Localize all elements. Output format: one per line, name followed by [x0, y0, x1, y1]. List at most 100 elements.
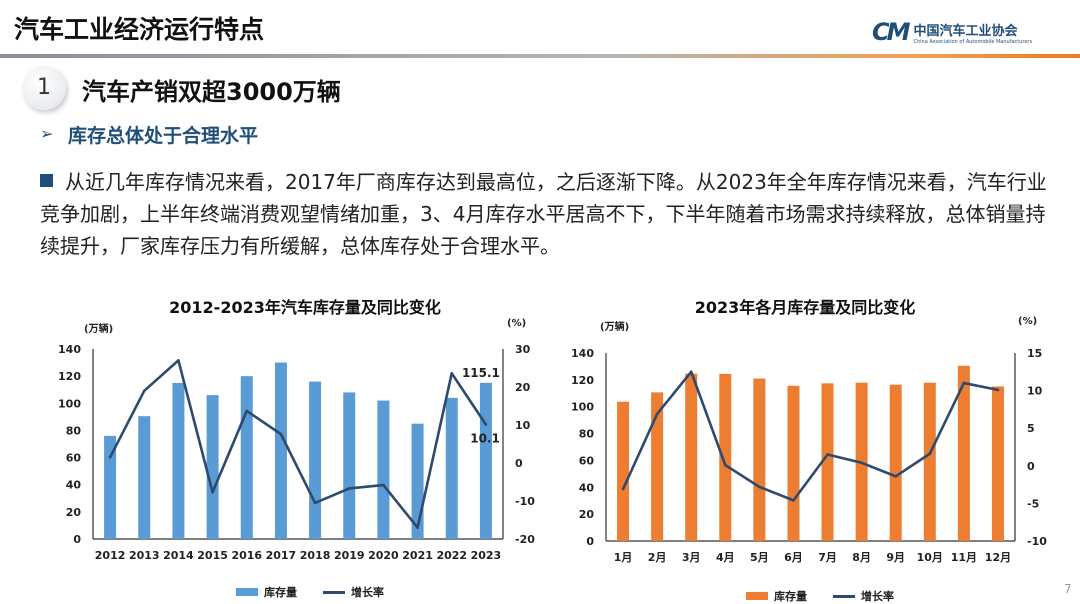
legend-label: 库存量 — [774, 590, 807, 603]
x-tick-label: 7月 — [818, 551, 837, 564]
x-tick-label: 2月 — [648, 551, 667, 564]
bar — [821, 383, 834, 541]
left-tick-label: 120 — [571, 374, 594, 387]
legend-line-swatch — [833, 594, 855, 598]
bar — [719, 373, 732, 541]
square-bullet-icon — [40, 174, 53, 187]
growth-rate-line — [621, 370, 999, 502]
data-label: 115.1 — [462, 366, 500, 380]
paragraph-text: 从近几年库存情况来看，2017年厂商库存达到最高位，之后逐渐下降。从2023年全… — [40, 170, 1047, 258]
left-tick-label: 120 — [58, 370, 81, 383]
line-point — [962, 381, 966, 385]
line-point — [382, 483, 385, 487]
x-tick-label: 2022 — [436, 549, 467, 562]
legend-label: 增长率 — [351, 586, 384, 599]
line-point — [450, 372, 454, 375]
bar — [104, 435, 117, 539]
x-tick-label: 4月 — [716, 551, 735, 564]
right-tick-label: 5 — [1027, 422, 1035, 435]
right-tick-label: -20 — [515, 533, 535, 546]
right-tick-label: 15 — [1027, 347, 1042, 360]
x-tick-label: 2016 — [231, 549, 262, 562]
line-point — [723, 463, 727, 467]
x-tick-label: 3月 — [682, 551, 701, 564]
right-tick-label: -10 — [515, 495, 535, 508]
bar — [787, 385, 800, 541]
subsection-title: 库存总体处于合理水平 — [68, 125, 259, 147]
x-tick-label: 12月 — [985, 551, 1011, 564]
x-tick-label: 1月 — [614, 551, 633, 564]
left-tick-label: 40 — [579, 481, 595, 494]
arrow-bullet-icon: ➢ — [40, 124, 54, 143]
logo-mark-icon: CM — [872, 18, 910, 46]
x-tick-label: 8月 — [852, 551, 871, 564]
line-point — [826, 453, 829, 456]
legend-bar-swatch — [236, 588, 258, 596]
bar — [889, 384, 902, 541]
left-tick-label: 140 — [58, 343, 81, 356]
line-point — [313, 501, 317, 505]
legend-bar-swatch — [746, 592, 768, 600]
bar — [206, 395, 219, 539]
header-divider — [0, 54, 1080, 58]
line-point — [177, 359, 180, 362]
chart-1-left-unit: (万辆) — [84, 324, 114, 335]
left-tick-label: 40 — [66, 479, 82, 492]
bar — [377, 400, 390, 539]
bar — [274, 362, 287, 539]
bar — [957, 365, 970, 541]
right-tick-label: 0 — [515, 457, 523, 470]
x-tick-label: 9月 — [886, 551, 905, 564]
x-tick-label: 2023 — [471, 549, 502, 562]
caam-logo: CM 中国汽车工业协会 China Association of Automob… — [872, 18, 1032, 46]
left-tick-label: 100 — [571, 401, 594, 414]
line-point — [484, 423, 488, 426]
x-tick-label: 11月 — [951, 551, 977, 564]
logo-name-en: China Association of Automobile Manufact… — [913, 38, 1033, 45]
left-tick-label: 140 — [571, 347, 594, 360]
bar — [172, 382, 185, 539]
line-point — [894, 475, 898, 478]
chart-2-legend: 库存量 增长率 — [746, 588, 894, 604]
line-point — [689, 370, 693, 374]
x-tick-label: 2020 — [368, 549, 399, 562]
bar — [617, 401, 630, 541]
bar — [753, 378, 766, 541]
x-tick-label: 2021 — [402, 549, 433, 562]
x-tick-label: 2018 — [300, 549, 331, 562]
legend-label: 库存量 — [264, 586, 297, 599]
left-tick-label: 80 — [579, 428, 595, 441]
chart-2-left-unit: (万辆) — [600, 322, 630, 333]
line-point — [792, 499, 795, 502]
growth-rate-line — [108, 359, 487, 529]
left-tick-label: 0 — [73, 533, 81, 546]
slide-header-title: 汽车工业经济运行特点 — [14, 15, 265, 44]
line-point — [996, 388, 1000, 392]
bar — [991, 386, 1004, 541]
left-tick-label: 20 — [66, 506, 82, 519]
right-tick-label: -5 — [1027, 497, 1039, 510]
x-tick-label: 2014 — [163, 549, 194, 562]
line-point — [211, 490, 214, 494]
logo-name-cn: 中国汽车工业协会 — [913, 23, 1018, 39]
line-point — [928, 452, 932, 456]
right-tick-label: 10 — [1027, 385, 1043, 398]
legend-line-swatch — [323, 590, 345, 594]
left-tick-label: 60 — [66, 452, 82, 465]
bar — [445, 397, 458, 539]
body-paragraph: 从近几年库存情况来看，2017年厂商库存达到最高位，之后逐渐下降。从2023年全… — [40, 166, 1055, 262]
section-title: 汽车产销双超3000万辆 — [82, 78, 341, 106]
left-tick-label: 80 — [66, 424, 82, 437]
left-tick-label: 0 — [586, 535, 594, 548]
line-point — [860, 461, 863, 465]
x-tick-label: 2019 — [334, 549, 365, 562]
x-tick-label: 5月 — [750, 551, 769, 564]
data-label: 10.1 — [470, 432, 500, 446]
line-point — [347, 487, 351, 490]
bar — [651, 392, 664, 541]
left-tick-label: 60 — [579, 454, 595, 467]
right-tick-label: 20 — [515, 381, 531, 394]
right-tick-label: 10 — [515, 419, 531, 432]
